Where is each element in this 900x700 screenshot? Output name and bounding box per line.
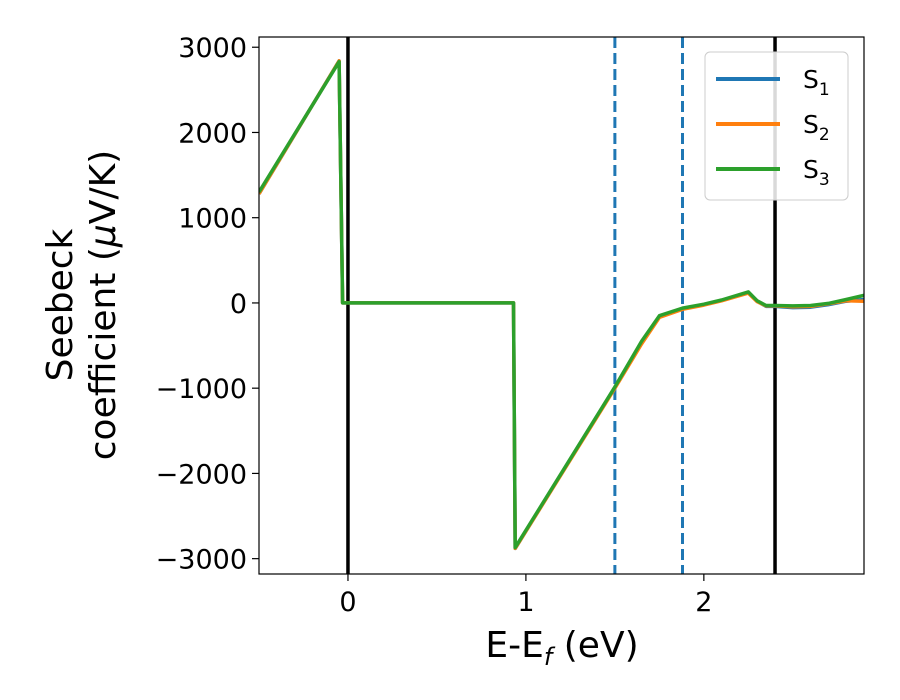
y-tick-label: 1000 [178,204,247,235]
legend-label-s2: S2 [803,110,830,145]
legend: S1 S2 S3 [704,51,849,201]
x-tick-label: 1 [517,587,534,618]
y-tick-label: 3000 [178,33,247,64]
y-axis-title-post: V/K) [83,150,124,224]
series-layer [259,59,864,551]
y-tick-label: 2000 [178,118,247,149]
x-tick-label: 0 [339,587,356,618]
x-axis-title-unit: (eV) [552,625,638,666]
series-line-s3 [259,59,864,550]
legend-label-s1: S1 [803,65,830,100]
x-axis-title-main: E-E [485,625,543,666]
y-tick-label: −2000 [156,459,247,490]
x-axis-title: E-Ef (eV) [485,625,638,671]
y-axis: 3000 2000 1000 0 −1000 −2000 −3000 [156,33,259,576]
y-tick-label: 0 [230,289,247,320]
y-axis-title-mu: μ [83,224,124,248]
legend-label-s3: S3 [803,155,830,190]
y-axis-title: Seebeck coefficient (μV/K) [40,150,124,460]
x-axis: 0 1 2 [339,574,712,618]
y-axis-title-pre: coefficient ( [83,247,124,460]
y-axis-title-line2: coefficient (μV/K) [83,150,124,460]
x-tick-label: 2 [695,587,712,618]
y-tick-label: −3000 [156,545,247,576]
y-tick-label: −1000 [156,374,247,405]
plot-frame [258,36,865,575]
y-axis-title-line1: Seebeck [40,228,81,381]
